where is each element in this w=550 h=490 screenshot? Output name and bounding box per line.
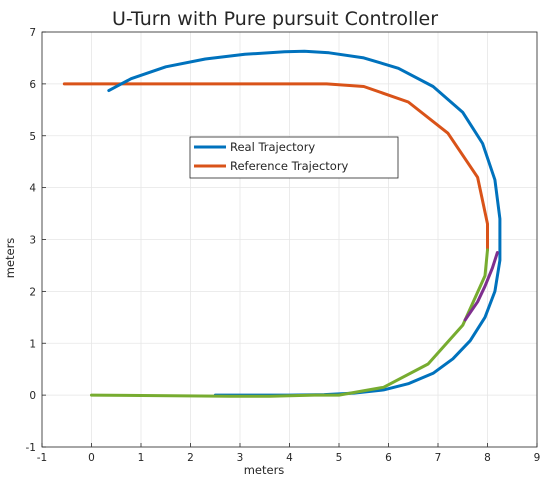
x-tick-label: 1	[138, 452, 145, 464]
y-tick-label: 7	[29, 27, 36, 39]
y-tick-label: 6	[29, 79, 36, 91]
legend-label-reference: Reference Trajectory	[230, 159, 349, 173]
legend: Real Trajectory Reference Trajectory	[189, 136, 399, 179]
y-tick-label: 4	[29, 183, 36, 195]
y-tick-label: 3	[29, 235, 36, 247]
x-tick-label: 6	[385, 452, 392, 464]
plot-frame	[41, 31, 538, 448]
legend-box	[189, 136, 399, 179]
series-line-real-trajectory	[107, 49, 502, 397]
y-tick-label: -1	[26, 442, 36, 454]
y-axis-label: meters	[3, 238, 17, 279]
y-tick-labels: -1 0 1 2 3 4 5 6 7	[26, 27, 37, 454]
x-tick-label: 7	[435, 452, 442, 464]
legend-label-real: Real Trajectory	[230, 140, 315, 154]
x-tick-label: 8	[484, 452, 491, 464]
x-tick-label: 0	[88, 452, 95, 464]
chart-title: U-Turn with Pure pursuit Controller	[112, 8, 438, 30]
series-line-segment-2	[90, 248, 489, 398]
y-tick-label: 5	[29, 131, 36, 143]
x-tick-label: 3	[237, 452, 244, 464]
x-tick-labels: -1 0 1 2 3 4 5 6 7 8 9	[37, 452, 541, 464]
x-axis-label: meters	[244, 463, 285, 477]
x-tick-label: 2	[187, 452, 194, 464]
x-tick-label: 9	[534, 452, 541, 464]
x-tick-label: 5	[336, 452, 343, 464]
series-line-segment-3	[463, 251, 499, 322]
y-tick-label: 0	[29, 390, 36, 402]
x-tick-label: 4	[286, 452, 293, 464]
x-tick-label: -1	[37, 452, 47, 464]
series-line-reference-trajectory	[62, 82, 489, 252]
series-group	[62, 49, 502, 398]
y-tick-label: 2	[29, 286, 36, 298]
y-tick-label: 1	[29, 338, 36, 350]
